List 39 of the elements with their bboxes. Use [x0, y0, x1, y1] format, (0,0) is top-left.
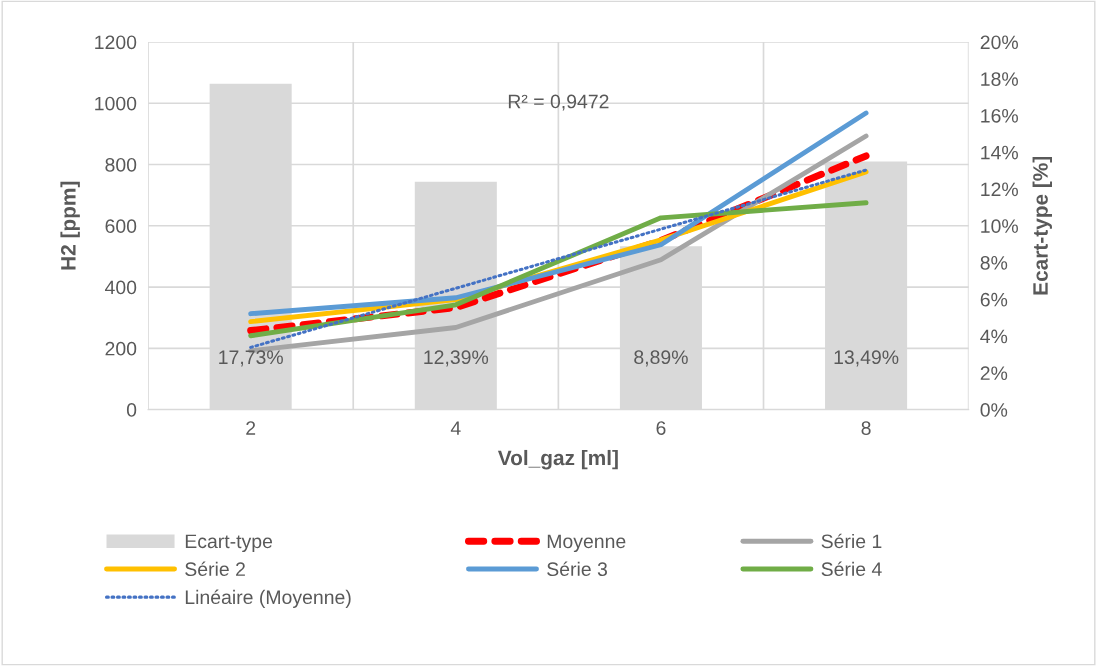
data-label: 12,39%: [424, 350, 489, 367]
x-tick-label: 2: [246, 421, 256, 435]
y-tick-label: 1200: [95, 35, 137, 50]
x-tick-label: 8: [861, 421, 871, 435]
data-label: 8,89%: [634, 350, 688, 367]
legend-label: Ecart-type: [185, 534, 273, 553]
legend-label: Linéaire (Moyenne): [185, 589, 351, 608]
y2-tick-label: 8%: [980, 256, 1008, 270]
y2-tick-label: 4%: [980, 329, 1008, 344]
y-axis-title: H2 [ppm]: [60, 181, 80, 270]
y2-tick-label: 14%: [981, 145, 1018, 160]
annotation: R² = 0,9472: [508, 94, 609, 111]
line-series: [248, 200, 869, 339]
y2-tick-label: 16%: [981, 108, 1018, 123]
legend-label: Moyenne: [547, 534, 626, 553]
x-tick-label: 4: [450, 421, 461, 435]
y-tick-label: 400: [104, 280, 137, 295]
legend-label: Série 2: [185, 561, 245, 577]
y2-tick-label: 2%: [980, 366, 1008, 380]
y-tick-label: 1000: [95, 96, 137, 111]
y2-tick-label: 18%: [981, 72, 1018, 86]
y2-tick-label: 10%: [981, 219, 1018, 234]
y2-tick-label: 20%: [980, 35, 1018, 50]
y-tick-label: 200: [105, 341, 137, 356]
data-label: 13,49%: [834, 350, 899, 367]
legend-label: Série 4: [821, 561, 882, 577]
y2-tick-label: 6%: [980, 292, 1008, 307]
data-label: 17,73%: [219, 350, 283, 367]
x-axis-title: Vol_gaz [ml]: [497, 449, 618, 470]
line-series: [248, 110, 869, 317]
legend-label: Série 3: [547, 561, 607, 577]
y2-axis-title: Ecart-type [%]: [1032, 156, 1052, 295]
y-tick-label: 800: [105, 157, 137, 172]
y-tick-label: 0: [126, 403, 137, 417]
y-tick-label: 600: [105, 219, 137, 234]
y2-tick-label: 0%: [980, 403, 1008, 417]
x-tick-label: 6: [656, 421, 666, 435]
y2-tick-label: 12%: [981, 182, 1018, 197]
legend-label: Série 1: [821, 533, 882, 549]
